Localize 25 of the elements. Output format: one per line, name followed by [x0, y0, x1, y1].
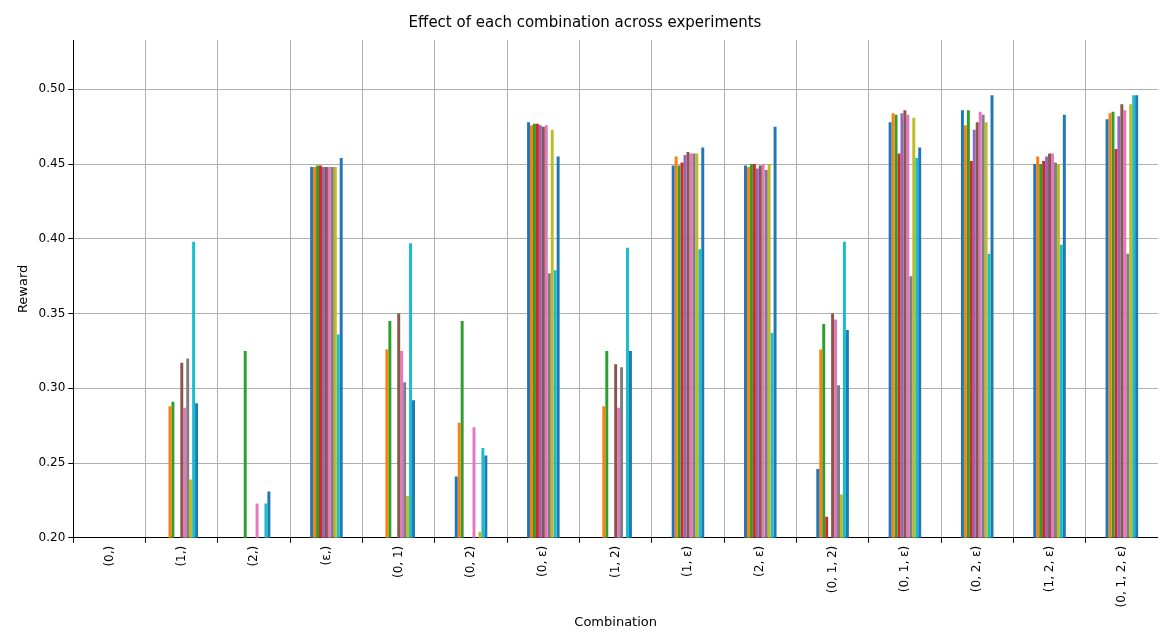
x-tick-label: (2,) [246, 545, 261, 567]
x-tick-label: (0,) [101, 545, 116, 567]
y-tick-label: 0.30 [38, 380, 66, 395]
y-tick-label: 0.35 [38, 305, 66, 320]
x-tick-label: (1, ε) [680, 545, 695, 577]
y-tick-label: 0.45 [38, 156, 66, 171]
chart-title: Effect of each combination across experiments [408, 12, 762, 31]
x-axis-title: Combination [574, 613, 657, 629]
y-tick-label: 0.40 [38, 230, 66, 245]
y-tick-label: 0.20 [38, 529, 66, 544]
x-tick-label: (0, ε) [535, 545, 550, 577]
x-tick-label: (0, 1) [390, 545, 405, 579]
x-tick-label: (2, ε) [752, 545, 767, 577]
x-tick-label: (ε,) [318, 545, 333, 566]
y-tick-label: 0.25 [38, 455, 66, 470]
x-tick-label: (0, 2, ε) [969, 545, 984, 593]
x-tick-label: (1, 2, ε) [1041, 545, 1056, 593]
x-tick-label: (0, 1, 2) [824, 545, 839, 594]
x-tick-label: (1,) [173, 545, 188, 567]
x-tick-label: (1, 2) [607, 545, 622, 579]
y-tick-label: 0.50 [38, 81, 66, 96]
y-axis-title: Reward [15, 264, 31, 314]
x-tick-label: (0, 1, 2, ε) [1113, 545, 1128, 608]
x-tick-label: (0, 1, ε) [897, 545, 912, 593]
x-tick-label: (0, 2) [463, 545, 478, 579]
